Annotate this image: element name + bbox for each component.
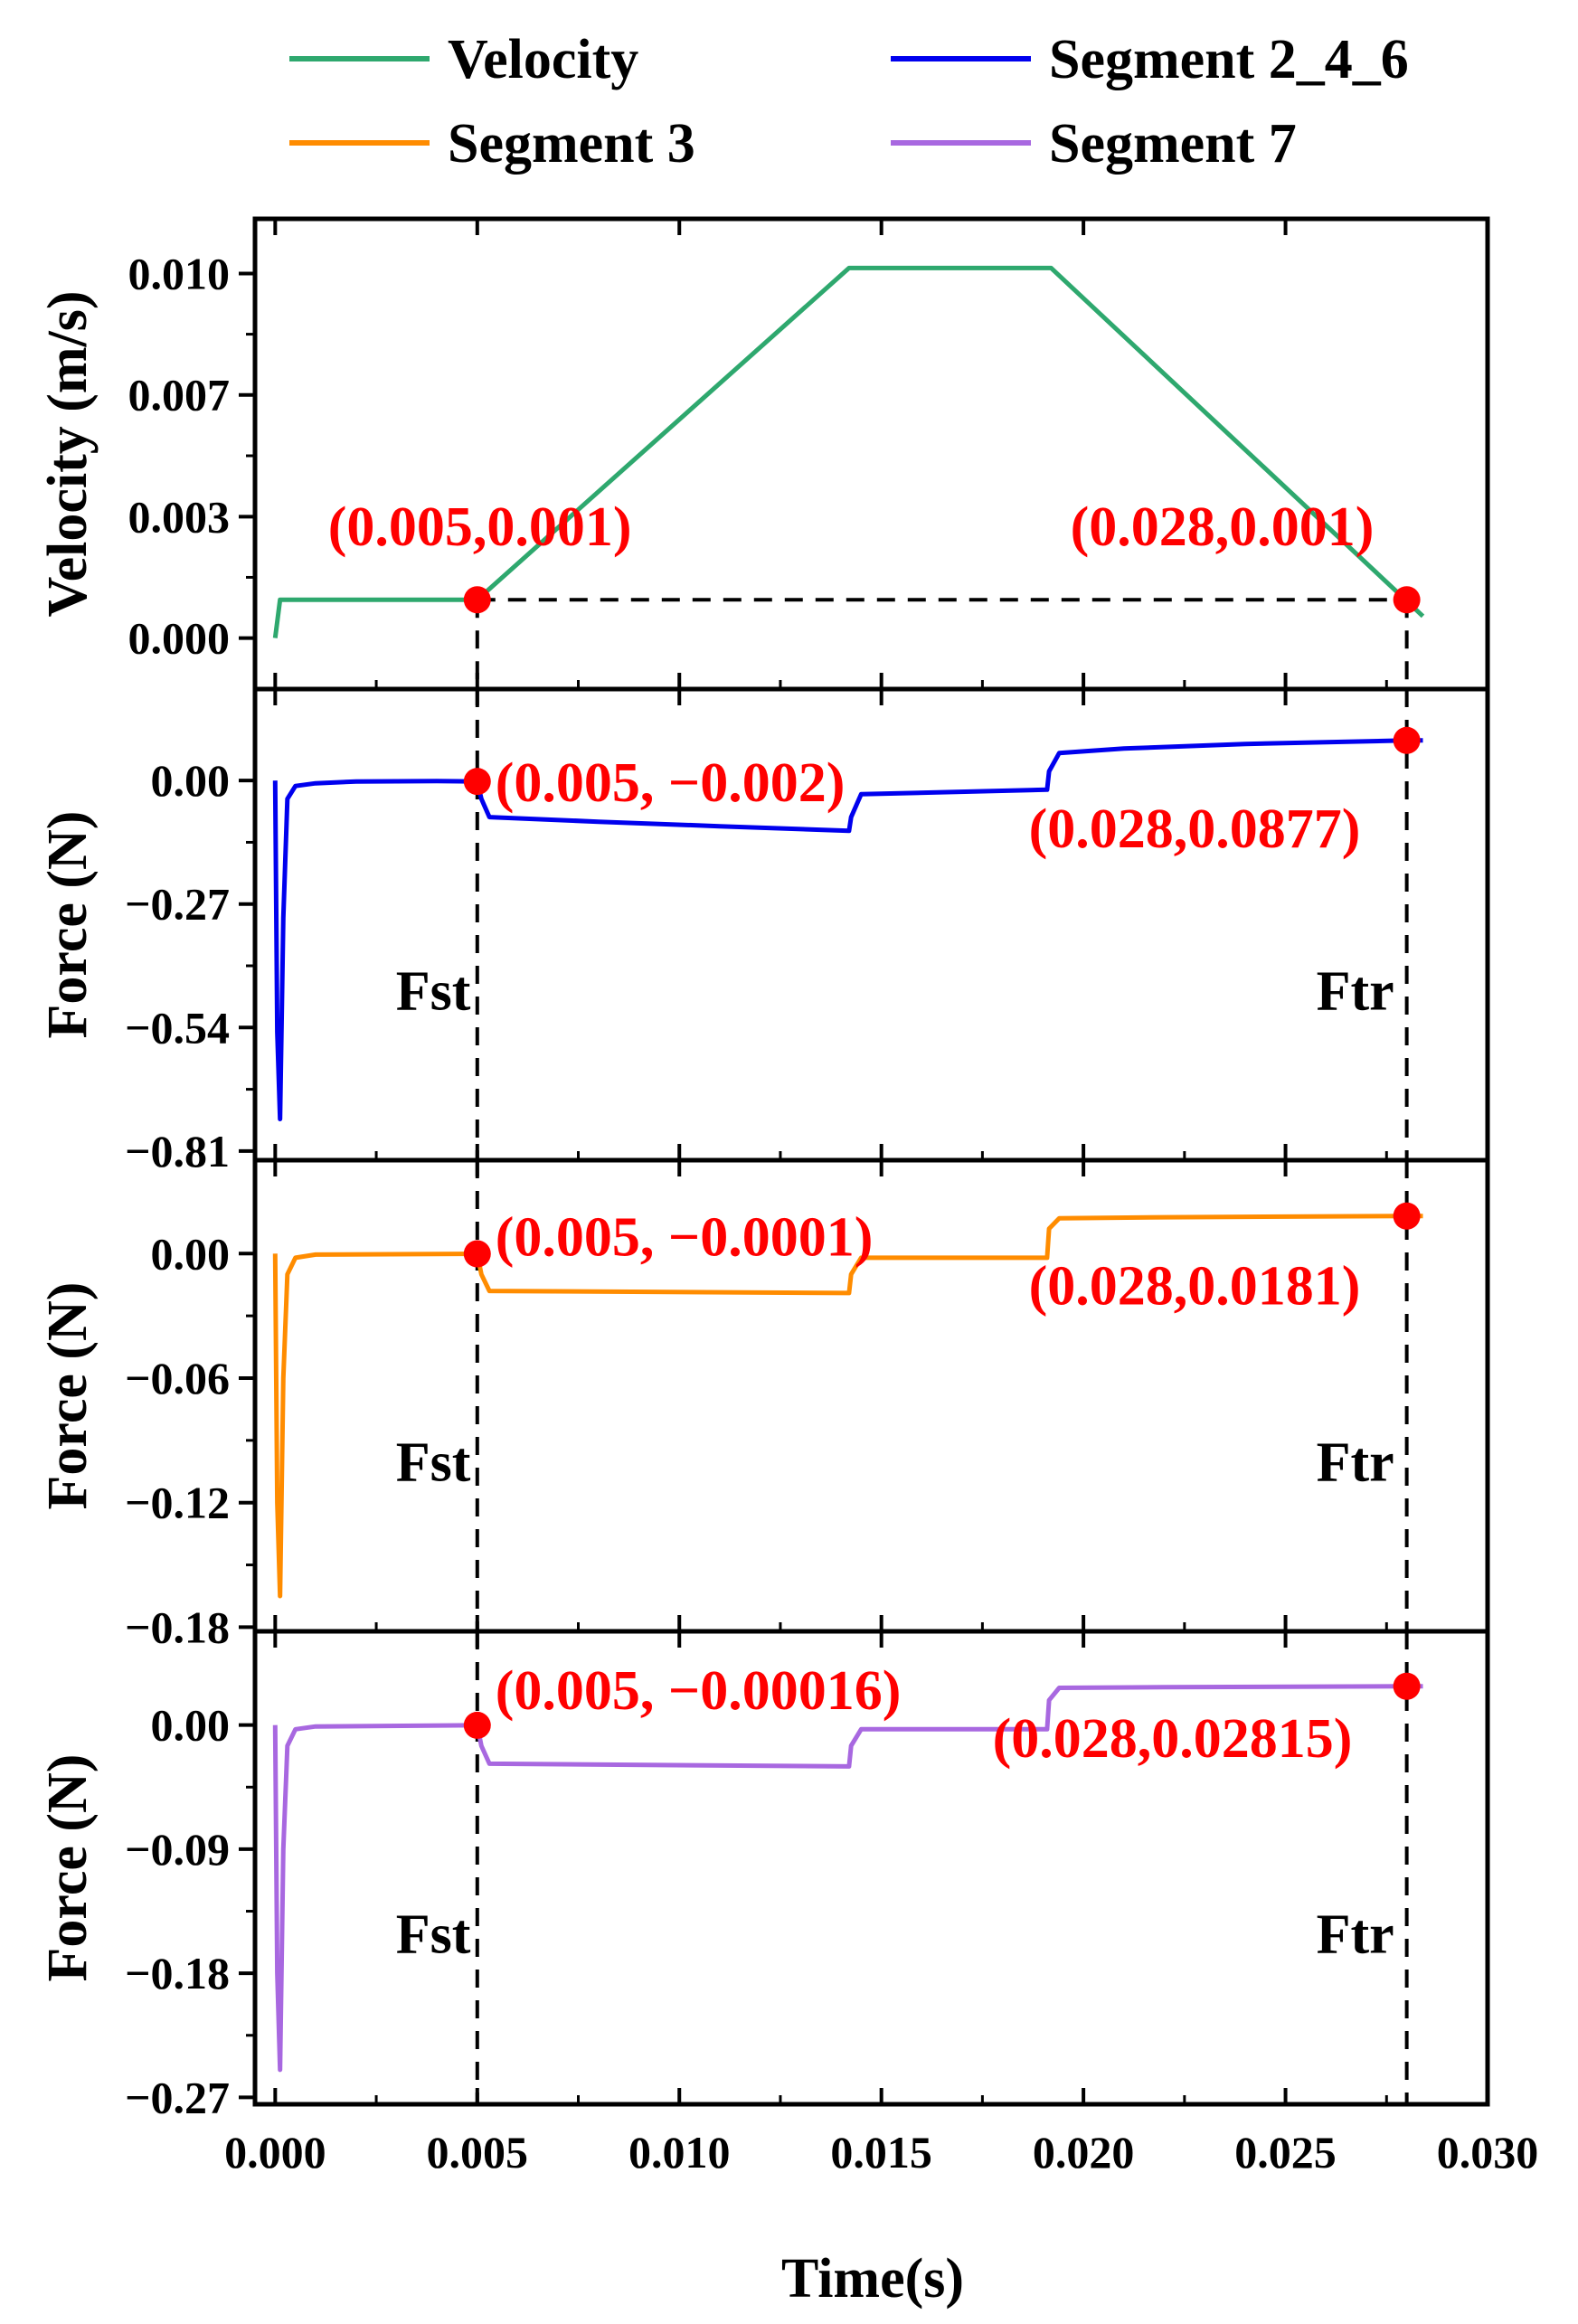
y-tick-label: −0.12 [125,1478,230,1528]
y-tick-label: 0.00 [151,1228,231,1279]
y-tick-label: 0.003 [128,491,231,542]
ref-label-fst: Fst [396,1431,471,1493]
panel-segment-3: 0.00 −0.06 −0.12 −0.18 Force (N) Fst Ftr (0.005… [37,1157,1490,1652]
x-axis: 0.000 0.005 0.010 0.015 0.020 0.025 0.030 [224,2127,1538,2178]
y-tick-label: −0.06 [125,1353,230,1403]
plot-frame [252,1629,1490,2107]
x-axis-title: Time(s) [781,2248,964,2310]
ref-label-ftr: Ftr [1317,960,1394,1022]
data-point-marker [1393,726,1421,754]
panel-velocity: 0.000 0.003 0.007 0.010 Velocity (m/s) (0.005… [37,216,1490,692]
legend-label: Segment 2_4_6 [1049,29,1409,90]
series-line-segment-7 [272,1684,1423,2073]
panel-segment-2-4-6: 0.00 −0.27 −0.54 −0.81 Force (N) Fst Ftr (0.005… [37,686,1490,1176]
y-tick-label: −0.81 [125,1126,230,1176]
series-line-segment-2-4-6 [272,738,1423,1121]
chart-panels: 0.000 0.003 0.007 0.010 Velocity (m/s) (0.005… [37,216,1490,2122]
data-point-label: (0.028,0.0877) [1029,798,1361,860]
ref-label-fst: Fst [396,960,471,1022]
legend-label: Segment 7 [1049,113,1297,175]
x-tick-label: 0.030 [1437,2127,1539,2178]
y-tick-label: 0.00 [151,1700,231,1751]
ref-label-ftr: Ftr [1317,1431,1394,1493]
ref-label-ftr: Ftr [1317,1904,1394,1966]
y-tick-label: −0.54 [125,1002,230,1053]
y-tick-label: 0.000 [128,613,231,664]
data-point-marker [463,1711,491,1739]
data-point-marker [463,586,491,614]
data-point-marker [1393,1202,1421,1230]
x-tick-label: 0.005 [427,2127,529,2178]
data-point-label: (0.005, −0.00016) [496,1660,902,1722]
data-point-label: (0.005,0.001) [328,496,632,558]
y-tick-label: 0.010 [128,248,231,298]
y-tick-label: 0.007 [128,370,231,420]
data-point-marker [1393,586,1421,614]
ref-label-fst: Fst [396,1904,471,1966]
data-point-label: (0.005, −0.0001) [496,1207,874,1269]
y-tick-label: −0.18 [125,1948,230,1998]
data-point-marker [463,768,491,796]
y-tick-label: −0.27 [125,879,230,930]
y-axis-title: Force (N) [37,1754,99,1982]
series-line-segment-3 [272,1214,1423,1599]
y-tick-label: 0.00 [151,755,231,806]
y-tick-label: −0.09 [125,1824,230,1875]
y-axis-title: Velocity (m/s) [37,290,99,617]
legend-label: Velocity [448,29,638,90]
x-tick-label: 0.010 [628,2127,731,2178]
x-tick-label: 0.020 [1033,2127,1135,2178]
data-point-marker [463,1240,491,1268]
data-point-label: (0.005, −0.002) [496,752,846,814]
series-line-velocity [272,265,1425,638]
x-tick-label: 0.015 [830,2127,932,2178]
plot-frame [252,686,1490,1163]
panel-segment-7: 0.00 −0.09 −0.18 −0.27 Force (N) Fst Ftr (0.005… [37,1629,1490,2122]
data-point-marker [1393,1672,1421,1700]
legend-label: Segment 3 [448,113,695,175]
x-tick-label: 0.000 [224,2127,326,2178]
plot-frame [252,216,1490,692]
data-point-label: (0.028,0.02815) [993,1708,1353,1770]
data-point-label: (0.028,0.0181) [1029,1256,1361,1318]
y-axis-title: Force (N) [37,811,99,1039]
x-tick-label: 0.025 [1234,2127,1337,2178]
y-tick-label: −0.27 [125,2072,230,2122]
legend: Velocity Segment 2_4_6 Segment 3 Segment 7 [289,29,1409,175]
y-tick-label: −0.18 [125,1601,230,1652]
y-axis-title: Force (N) [37,1282,99,1510]
data-point-label: (0.028,0.001) [1071,496,1375,558]
